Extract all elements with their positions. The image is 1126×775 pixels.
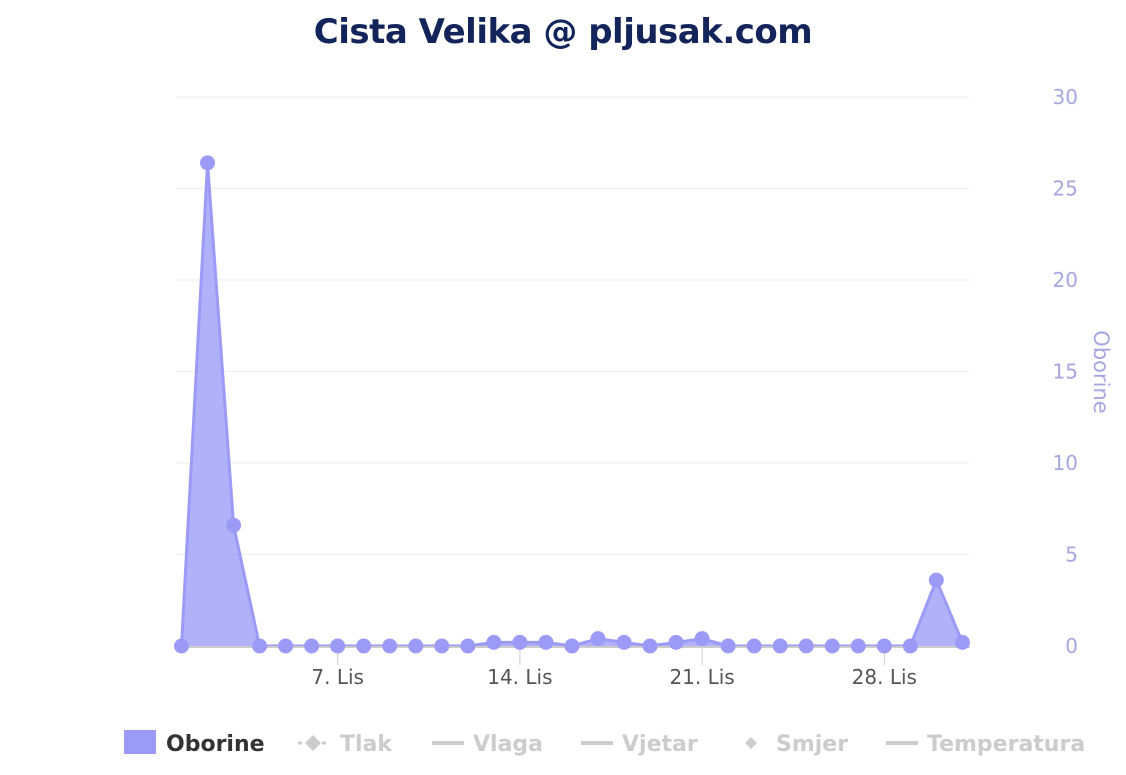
- data-point: [486, 634, 502, 650]
- data-point: [304, 638, 320, 654]
- x-tick-label: 21. Lis: [669, 665, 734, 689]
- data-point: [382, 638, 398, 654]
- legend-item-tlak[interactable]: Tlak: [298, 732, 393, 757]
- data-point: [928, 572, 944, 588]
- data-point: [642, 638, 658, 654]
- data-point: [512, 634, 528, 650]
- legend-label: Temperatura: [927, 732, 1085, 757]
- legend-marker: [305, 735, 321, 751]
- y-tick-label: 0: [1065, 634, 1078, 658]
- legend-item-temperatura[interactable]: Temperatura: [886, 732, 1085, 757]
- legend-item-vjetar[interactable]: Vjetar: [581, 732, 698, 757]
- data-point: [590, 631, 606, 647]
- data-point: [330, 638, 346, 654]
- data-point: [746, 638, 762, 654]
- data-point: [772, 638, 788, 654]
- legend-label: Tlak: [340, 732, 393, 757]
- data-point: [616, 634, 632, 650]
- data-point: [720, 638, 736, 654]
- series-area: [180, 161, 964, 648]
- x-tick-label: 28. Lis: [852, 665, 917, 689]
- data-point: [226, 517, 242, 533]
- data-point: [434, 638, 450, 654]
- data-point: [356, 638, 372, 654]
- data-point: [694, 631, 710, 647]
- chart-title: Cista Velika @ pljusak.com: [313, 12, 813, 52]
- data-point: [564, 638, 580, 654]
- y-tick-label: 5: [1065, 543, 1078, 567]
- legend-item-vlaga[interactable]: Vlaga: [432, 732, 543, 757]
- y-tick-label: 20: [1053, 268, 1078, 292]
- series-area-fill: [181, 162, 963, 646]
- data-point: [824, 638, 840, 654]
- legend-label: Vlaga: [473, 732, 543, 757]
- legend-item-smjer[interactable]: Smjer: [745, 732, 848, 757]
- data-point: [200, 155, 216, 171]
- y-axis-ticks: 0 5 10 15 20 25 30: [1053, 85, 1078, 658]
- series-points: [174, 155, 970, 654]
- legend-marker: [745, 737, 757, 749]
- data-point: [174, 638, 189, 654]
- y-tick-label: 10: [1053, 451, 1078, 475]
- y-axis-title: Oborine: [1089, 330, 1113, 413]
- legend-item-oborine[interactable]: Oborine: [124, 730, 265, 757]
- x-tick-label: 14. Lis: [487, 665, 552, 689]
- data-point: [408, 638, 424, 654]
- data-point: [902, 638, 918, 654]
- grid-lines: [176, 96, 970, 555]
- legend-swatch: [124, 730, 156, 754]
- y-tick-label: 15: [1053, 360, 1078, 384]
- legend-label: Oborine: [166, 732, 265, 757]
- data-point: [538, 634, 554, 650]
- legend: Oborine Tlak Vlaga Vjetar Smjer Temperatura: [124, 730, 1085, 757]
- legend-label: Vjetar: [622, 732, 698, 757]
- y-tick-label: 30: [1053, 85, 1078, 109]
- data-point: [850, 638, 866, 654]
- data-point: [460, 638, 476, 654]
- data-point: [798, 638, 814, 654]
- series-line: [180, 161, 964, 648]
- data-point: [278, 638, 294, 654]
- legend-label: Smjer: [776, 732, 848, 757]
- y-tick-label: 25: [1053, 177, 1078, 201]
- data-point: [954, 634, 970, 650]
- data-point: [668, 634, 684, 650]
- x-tick-label: 7. Lis: [311, 665, 364, 689]
- data-point: [252, 638, 268, 654]
- data-point: [876, 638, 892, 654]
